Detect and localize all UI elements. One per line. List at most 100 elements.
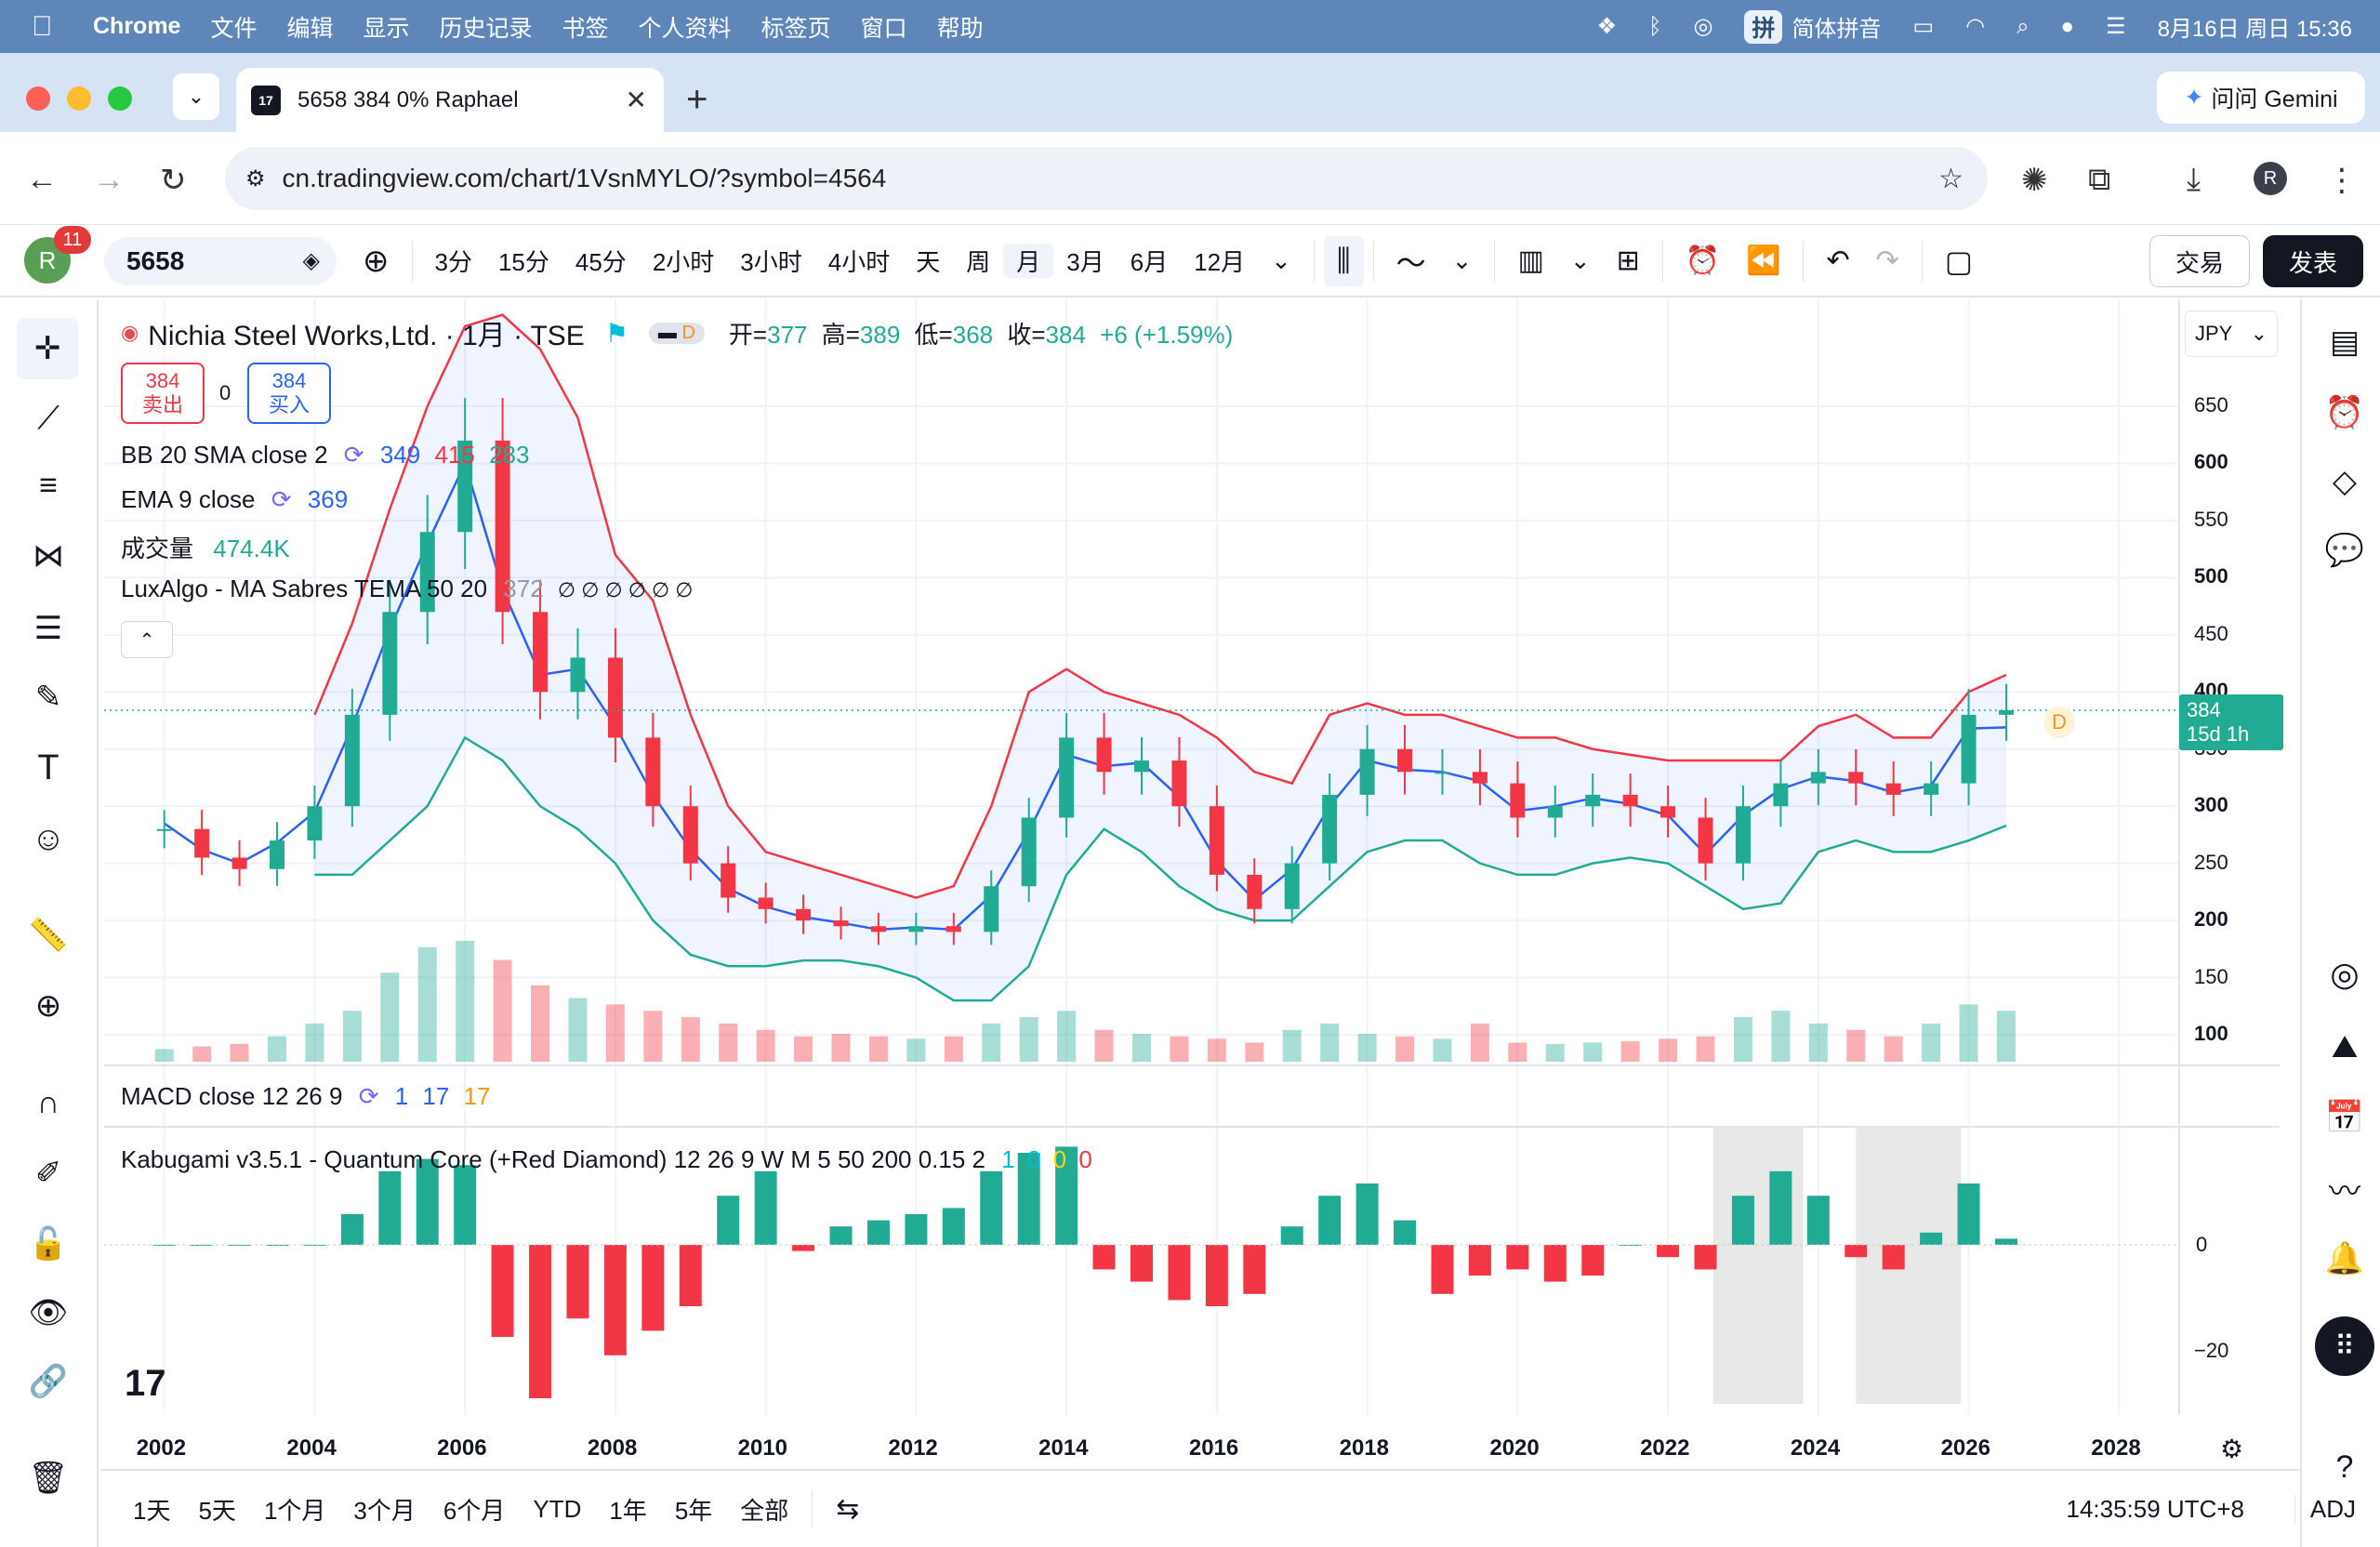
browser-menu-icon[interactable]: ⋮ — [2326, 163, 2358, 198]
trendline-icon[interactable]: ⟋ — [37, 400, 60, 436]
crosshair-icon[interactable]: ✛ — [17, 318, 78, 379]
back-icon[interactable]: ← — [26, 162, 58, 197]
broadcast-icon[interactable]: 〰 — [2329, 1173, 2360, 1210]
siri-icon[interactable]: ● — [2060, 13, 2075, 39]
candles-icon[interactable]: ⫼ — [1323, 235, 1364, 286]
ime-icon[interactable]: 拼 — [1744, 9, 1783, 44]
indicator-macd[interactable]: MACD close 12 26 9 ⟳ 1 17 17 — [121, 1082, 491, 1111]
chevron-down-icon[interactable]: ⌄ — [1451, 246, 1473, 274]
tradingview-logo[interactable]: 17 — [125, 1363, 166, 1404]
tf-12M[interactable]: 12月 — [1194, 248, 1246, 276]
extensions-icon[interactable]: ⧉ — [2088, 162, 2111, 197]
tf-4h[interactable]: 4小时 — [827, 248, 891, 276]
minimize-window-button[interactable] — [67, 86, 91, 111]
replay-icon[interactable]: ⏪ — [1746, 245, 1781, 276]
lock-icon[interactable]: 🔓 — [28, 1226, 69, 1262]
reload-icon[interactable]: ↻ — [160, 163, 187, 198]
menubar-clock[interactable]: 8月16日 周日 15:36 — [2157, 17, 2352, 42]
pattern-icon[interactable]: ⋈ — [33, 538, 64, 574]
tf-1d[interactable]: 天 — [916, 248, 941, 276]
menu-history[interactable]: 历史记录 — [439, 15, 533, 42]
legend-title[interactable]: Nichia Steel Works,Ltd. · 1月 · TSE — [148, 321, 585, 351]
target-icon[interactable]: ◎ — [2330, 955, 2360, 993]
goto-date-icon[interactable]: ⇆ — [836, 1493, 860, 1525]
spotlight-icon[interactable]: ⌕ — [2016, 13, 2030, 39]
refresh-icon[interactable]: ⟳ — [271, 485, 292, 513]
tf-2h[interactable]: 2小时 — [652, 248, 715, 276]
downloads-icon[interactable]: ⤓ — [2187, 162, 2202, 197]
dividend-badge[interactable]: D — [2043, 707, 2075, 738]
range-5y[interactable]: 5年 — [674, 1496, 713, 1525]
eye-icon[interactable]: 👁 — [28, 1295, 69, 1330]
indicator-luxalgo[interactable]: LuxAlgo - MA Sabres TEMA 50 20 372 ∅ ∅ ∅… — [121, 575, 693, 603]
tab-search-button[interactable]: ⌄ — [173, 73, 219, 120]
url-text[interactable]: cn.tradingview.com/chart/1VsnMYLO/?symbo… — [282, 164, 887, 192]
indicator-kabugami[interactable]: Kabugami v3.5.1 - Quantum Core (+Red Dia… — [121, 1145, 1092, 1174]
gemini-button[interactable]: ✦ 问问 Gemini — [2157, 72, 2365, 124]
new-tab-icon[interactable]: + — [686, 79, 708, 120]
stay-drawing-icon[interactable]: ✐ — [34, 1156, 62, 1191]
tf-3m[interactable]: 3分 — [434, 248, 472, 276]
compare-add-icon[interactable]: ⊕ — [363, 243, 390, 279]
layers-icon[interactable]: ◇ — [2332, 464, 2358, 499]
forward-icon[interactable]: → — [93, 162, 125, 197]
forecast-icon[interactable]: ☰ — [33, 611, 63, 646]
tf-45m[interactable]: 45分 — [575, 248, 627, 276]
bell-icon[interactable]: 🔔 — [2324, 1241, 2365, 1276]
chart-canvas[interactable] — [104, 299, 2291, 1415]
publish-button[interactable]: 发表 — [2263, 235, 2363, 287]
range-1m[interactable]: 1个月 — [263, 1496, 326, 1525]
menu-view[interactable]: 显示 — [363, 15, 410, 42]
range-1d[interactable]: 1天 — [133, 1496, 171, 1525]
sell-button[interactable]: 384 卖出 — [121, 363, 205, 424]
indicator-volume[interactable]: 成交量 474.4K — [121, 530, 290, 564]
chevron-down-icon[interactable]: ⌄ — [1271, 246, 1291, 274]
ime-label[interactable]: 简体拼音 — [1792, 17, 1882, 42]
tf-6M[interactable]: 6月 — [1130, 248, 1169, 276]
menu-file[interactable]: 文件 — [210, 15, 258, 42]
range-3m[interactable]: 3个月 — [353, 1496, 416, 1525]
tf-15m[interactable]: 15分 — [497, 248, 549, 276]
menu-app[interactable]: Chrome — [93, 13, 181, 39]
emoji-icon[interactable]: ☺ — [31, 819, 66, 857]
refresh-icon[interactable]: ⟳ — [358, 1082, 379, 1110]
adj-toggle[interactable]: ADJ — [2294, 1494, 2356, 1524]
indicator-ema[interactable]: EMA 9 close ⟳ 369 — [121, 485, 348, 514]
browser-tab[interactable]: 17 5658 384 0% Raphael ✕ — [236, 68, 664, 132]
control-center-icon[interactable]: ☰ — [2106, 14, 2126, 39]
zoom-window-button[interactable] — [108, 86, 132, 111]
text-icon[interactable]: T — [37, 747, 60, 787]
wifi-icon[interactable]: ◠ — [1965, 14, 1986, 39]
url-bar[interactable]: ⚙ cn.tradingview.com/chart/1VsnMYLO/?sym… — [225, 147, 1988, 210]
range-6m[interactable]: 6个月 — [443, 1496, 506, 1525]
magnet-icon[interactable]: ∩ — [36, 1084, 60, 1120]
currency-select[interactable]: JPY ⌄ — [2185, 311, 2278, 357]
clock-time[interactable]: 14:35:59 UTC+8 — [2066, 1494, 2244, 1523]
close-tab-icon[interactable]: ✕ — [625, 86, 647, 114]
calendar-icon[interactable]: 📅 — [2324, 1100, 2365, 1135]
alert-icon[interactable]: ⏰ — [1685, 245, 1721, 276]
layout-grid-icon[interactable]: ⊞ — [1616, 245, 1640, 276]
alarm-icon[interactable]: ⏰ — [2324, 395, 2365, 430]
trade-button[interactable]: 交易 — [2149, 235, 2250, 287]
close-window-button[interactable] — [26, 86, 50, 111]
chatgpt-extension-icon[interactable]: ✺ — [2021, 163, 2048, 198]
link-icon[interactable]: 🔗 — [28, 1364, 69, 1399]
airdrop-icon[interactable]: ◎ — [1693, 14, 1713, 39]
range-all[interactable]: 全部 — [740, 1496, 789, 1525]
buy-button[interactable]: 384 买入 — [247, 363, 331, 424]
redo-icon[interactable]: ↷ — [1875, 245, 1899, 276]
zoom-in-icon[interactable]: ⊕ — [34, 988, 62, 1024]
apple-icon[interactable]:  — [32, 11, 65, 43]
menu-edit[interactable]: 编辑 — [286, 15, 334, 42]
flag-icon[interactable]: ⚑ — [604, 318, 628, 348]
menu-bookmarks[interactable]: 书签 — [562, 15, 609, 42]
watchlist-icon[interactable]: ▤ — [2329, 324, 2360, 360]
menu-tabs[interactable]: 标签页 — [760, 15, 831, 42]
site-info-icon[interactable]: ⚙ — [245, 165, 266, 192]
tf-1w[interactable]: 周 — [966, 248, 991, 276]
dropbox-icon[interactable]: ❖ — [1596, 14, 1618, 39]
visibility-toggle[interactable]: ▬ D — [648, 322, 705, 344]
symbol-search[interactable]: 5658 ◈ — [104, 236, 337, 285]
symbol-diamond-icon[interactable]: ◈ — [302, 248, 320, 273]
